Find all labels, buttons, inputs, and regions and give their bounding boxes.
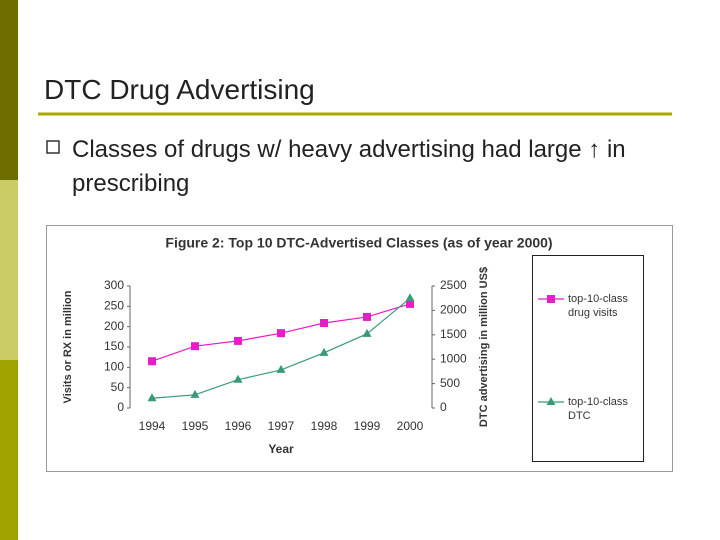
marker <box>319 347 329 356</box>
marker <box>190 389 200 398</box>
y2-tick-label: 1500 <box>440 327 467 341</box>
x-tick-label: 1998 <box>311 419 338 433</box>
legend-marker <box>547 295 555 303</box>
x-tick-label: 1995 <box>182 419 209 433</box>
marker <box>233 374 243 383</box>
y-tick-label: 100 <box>104 360 124 374</box>
y2-tick-label: 2500 <box>440 278 467 292</box>
x-axis-label: Year <box>268 442 294 456</box>
legend-label: top-10-class drug visits <box>568 293 628 319</box>
marker <box>147 393 157 402</box>
side-band <box>0 180 18 360</box>
y-tick-label: 150 <box>104 339 124 353</box>
x-tick-label: 2000 <box>397 419 424 433</box>
marker <box>363 312 371 321</box>
marker <box>406 299 414 308</box>
y2-tick-label: 1000 <box>440 351 467 365</box>
marker <box>405 293 415 302</box>
marker <box>362 328 372 337</box>
y-axis-label: Visits or RX in million <box>62 290 74 403</box>
marker <box>148 357 156 366</box>
slide-title: DTC Drug Advertising <box>44 74 315 105</box>
legend-label: top-10-class DTC <box>568 396 628 422</box>
legend-marker <box>546 397 556 405</box>
y2-axis-label: DTC advertising in million US$ <box>478 267 490 427</box>
x-tick-label: 1997 <box>268 419 295 433</box>
bullet-text: Classes of drugs w/ heavy advertising ha… <box>72 136 626 197</box>
chart-title: Figure 2: Top 10 DTC-Advertised Classes … <box>165 235 552 251</box>
y-tick-label: 250 <box>104 299 124 313</box>
marker <box>276 364 286 373</box>
bullet-marker <box>46 140 60 154</box>
y2-tick-label: 2000 <box>440 303 467 317</box>
legend-box <box>532 255 644 462</box>
marker <box>277 329 285 338</box>
marker <box>234 336 242 345</box>
marker <box>320 319 328 328</box>
y-tick-label: 0 <box>117 400 124 414</box>
side-band <box>0 360 18 540</box>
x-tick-label: 1999 <box>354 419 381 433</box>
marker <box>191 342 199 351</box>
y-tick-label: 300 <box>104 278 124 292</box>
y-tick-label: 200 <box>104 319 124 333</box>
x-tick-label: 1994 <box>139 419 166 433</box>
side-band <box>0 0 18 180</box>
y2-tick-label: 0 <box>440 400 447 414</box>
y-tick-label: 50 <box>111 380 125 394</box>
x-tick-label: 1996 <box>225 419 252 433</box>
y2-tick-label: 500 <box>440 376 460 390</box>
